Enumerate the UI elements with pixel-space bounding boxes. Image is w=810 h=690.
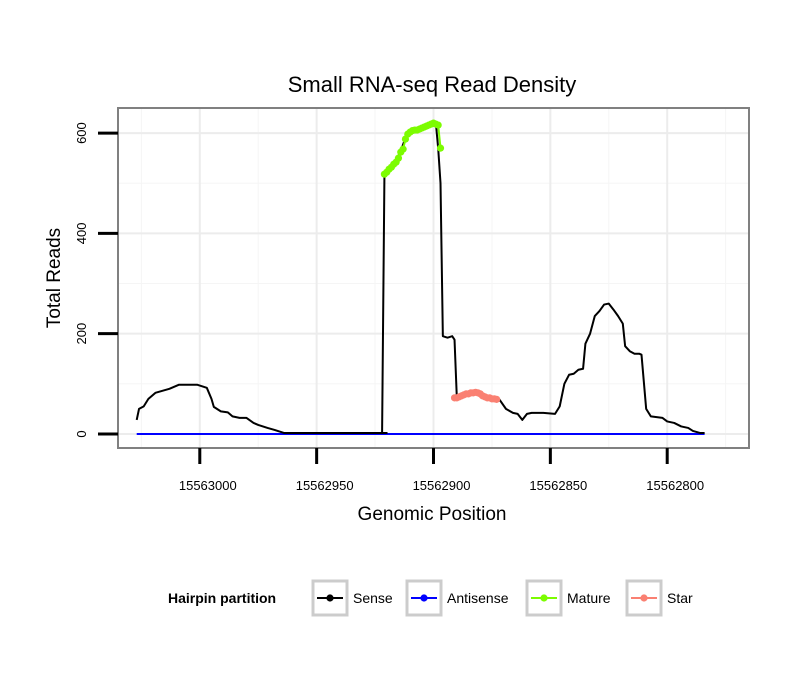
data-point-mature (434, 121, 442, 129)
legend: Hairpin partition Sense Antisense Mature St… (168, 579, 693, 617)
data-point-mature (394, 154, 403, 162)
series-mature (380, 119, 445, 178)
series-star (450, 388, 501, 403)
legend-key-point (326, 594, 334, 602)
series-line-sense (135, 122, 705, 434)
chart-title: Small RNA-seq Read Density (288, 72, 577, 97)
x-tick-label: 15563000 (179, 478, 237, 493)
data-point-mature (399, 145, 407, 153)
y-tick-label: 0 (74, 430, 89, 437)
grid (118, 108, 749, 448)
legend-label-star: Star (667, 590, 693, 606)
series-sense (135, 122, 705, 434)
axes: 15563000 15562950 15562900 15562850 15562800… (74, 122, 704, 493)
legend-label-sense: Sense (353, 590, 393, 606)
legend-item-star: Star (625, 579, 693, 617)
legend-item-mature: Mature (525, 579, 611, 617)
y-tick-label: 400 (74, 223, 89, 245)
x-tick-label: 15562950 (296, 478, 354, 493)
data-point-star (493, 395, 501, 403)
legend-label-antisense: Antisense (447, 590, 509, 606)
legend-key-point (640, 594, 648, 602)
y-tick-label: 200 (74, 323, 89, 345)
y-axis-title: Total Reads (44, 228, 65, 328)
data-point-mature (436, 144, 445, 152)
x-tick-label: 15562800 (646, 478, 704, 493)
x-axis-title: Genomic Position (358, 504, 507, 525)
legend-key-point (540, 594, 548, 602)
x-tick-label: 15562900 (413, 478, 471, 493)
x-tick-label: 15562850 (529, 478, 587, 493)
legend-item-sense: Sense (311, 579, 393, 617)
series-layer (135, 119, 705, 435)
legend-item-antisense: Antisense (405, 579, 509, 617)
legend-key-point (420, 594, 428, 602)
legend-title: Hairpin partition (168, 590, 276, 606)
legend-label-mature: Mature (567, 590, 611, 606)
y-tick-label: 600 (74, 122, 89, 144)
